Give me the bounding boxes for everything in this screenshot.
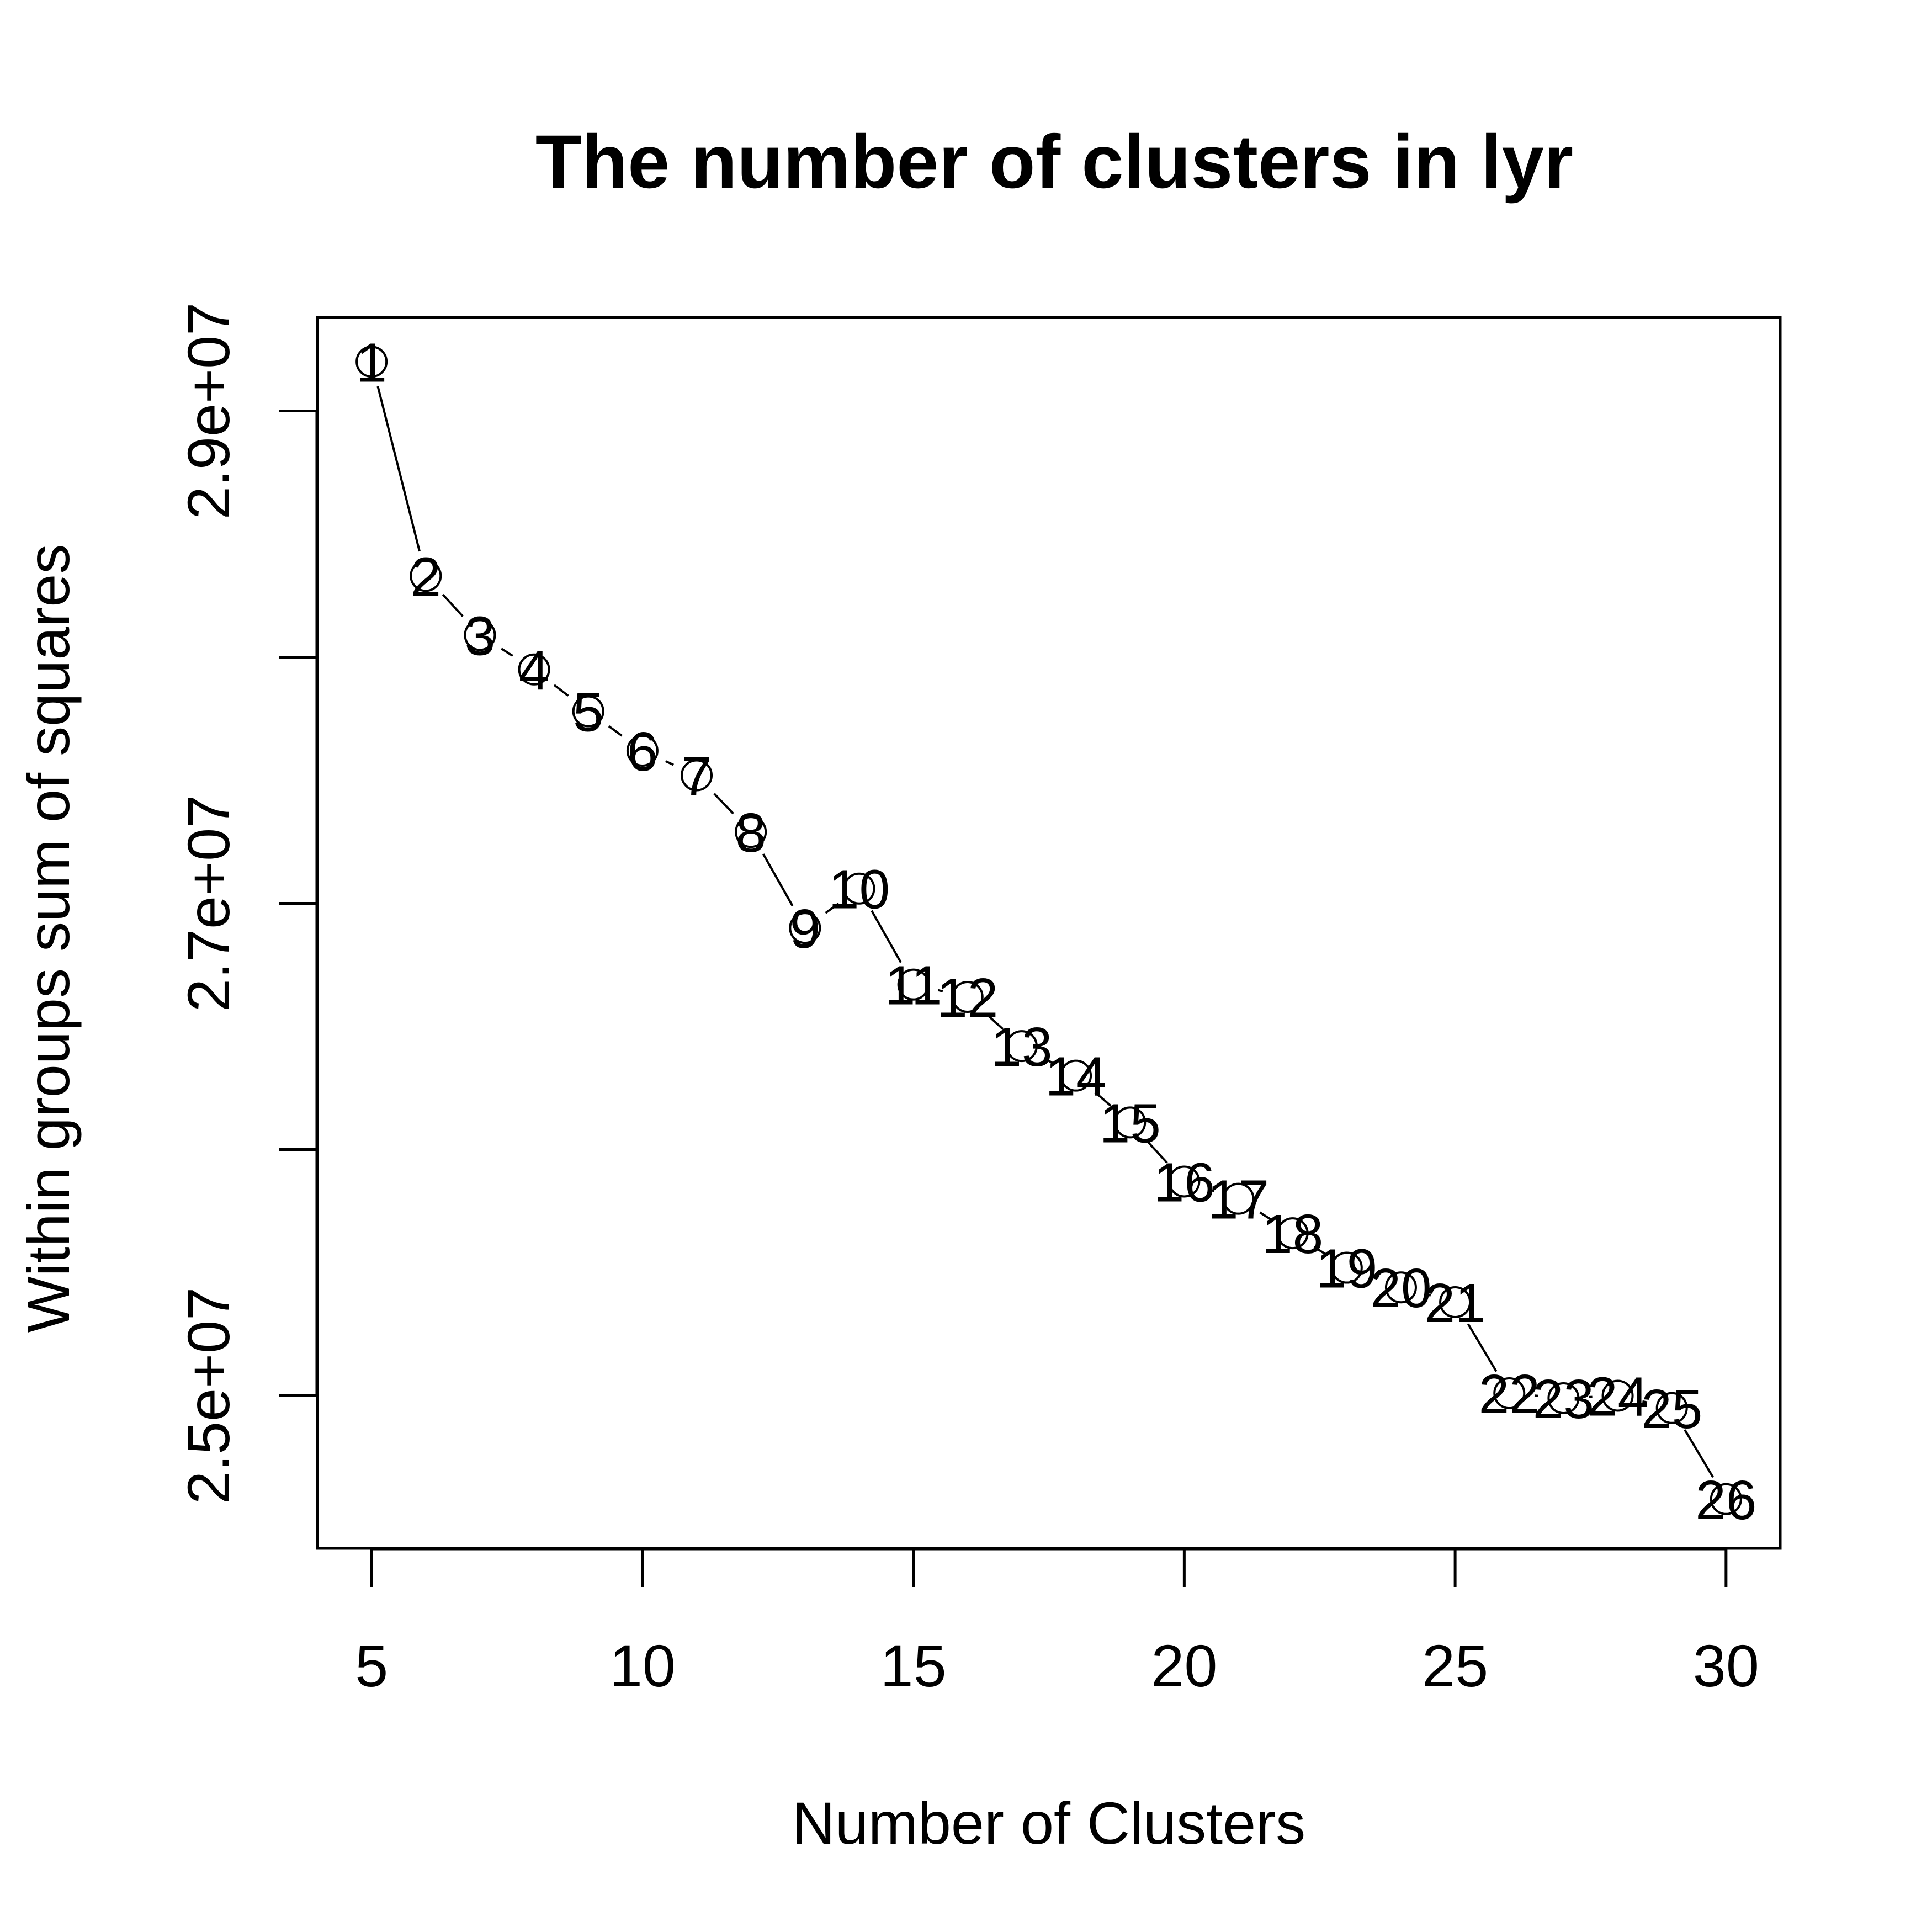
series-segment bbox=[762, 853, 794, 907]
series-segment bbox=[608, 725, 623, 737]
data-point bbox=[626, 734, 659, 767]
point-label: 16 bbox=[1154, 1151, 1215, 1213]
series-segment bbox=[1043, 1057, 1054, 1065]
point-label: 5 bbox=[573, 682, 604, 744]
series-segment bbox=[1684, 1429, 1715, 1478]
data-point bbox=[410, 560, 442, 592]
point-label: 26 bbox=[1695, 1469, 1756, 1531]
data-point bbox=[1168, 1165, 1201, 1198]
x-tick-label: 5 bbox=[355, 1632, 388, 1699]
series-segment bbox=[1208, 1188, 1215, 1192]
point-label: 12 bbox=[937, 967, 998, 1029]
series-segment bbox=[1259, 1211, 1272, 1221]
point-label: 4 bbox=[519, 640, 550, 702]
x-tick-label: 25 bbox=[1422, 1632, 1488, 1699]
point-label: 22 bbox=[1479, 1363, 1540, 1425]
data-point bbox=[1330, 1251, 1363, 1284]
series-segment bbox=[713, 793, 734, 815]
point-label: 11 bbox=[885, 955, 942, 1017]
series-segment bbox=[1534, 1394, 1538, 1397]
x-axis-label: Number of Clusters bbox=[792, 1790, 1305, 1856]
series-segment bbox=[442, 593, 464, 617]
point-label: 6 bbox=[627, 721, 658, 783]
x-tick-label: 15 bbox=[880, 1632, 947, 1699]
series-segment bbox=[501, 647, 513, 657]
point-label: 25 bbox=[1641, 1378, 1702, 1440]
chart-title: The number of clusters in lyr bbox=[535, 120, 1573, 204]
y-tick-label: 2.5e+07 bbox=[175, 1287, 242, 1504]
point-label: 10 bbox=[829, 859, 890, 921]
series-segment bbox=[1425, 1293, 1431, 1297]
point-label: 24 bbox=[1587, 1366, 1648, 1427]
point-label: 15 bbox=[1100, 1092, 1161, 1154]
series-segment bbox=[938, 989, 943, 992]
data-point bbox=[1710, 1483, 1742, 1515]
data-point bbox=[1222, 1182, 1255, 1215]
point-label: 3 bbox=[465, 605, 496, 667]
x-tick-label: 20 bbox=[1151, 1632, 1217, 1699]
series-segment bbox=[553, 684, 569, 697]
point-label: 7 bbox=[681, 746, 712, 808]
axes: 5 10 15 20 25 302.5e+072.7e+072.9e+07 bbox=[175, 302, 1759, 1699]
series-segment bbox=[1370, 1275, 1378, 1280]
data-point bbox=[1114, 1106, 1147, 1139]
data-point bbox=[843, 872, 875, 905]
series-segment bbox=[1313, 1246, 1326, 1255]
point-label: 8 bbox=[735, 802, 766, 864]
data-point bbox=[1276, 1217, 1309, 1250]
data-point bbox=[789, 912, 821, 944]
data-point bbox=[1384, 1271, 1417, 1304]
data-point bbox=[1493, 1377, 1526, 1410]
series-segment bbox=[1642, 1400, 1648, 1404]
point-label: 23 bbox=[1533, 1368, 1594, 1430]
series-segment bbox=[665, 760, 674, 766]
data-point bbox=[681, 759, 713, 792]
point-label: 2 bbox=[410, 546, 441, 608]
y-axis-label: Within groups sum of squares bbox=[15, 544, 82, 1333]
data-point bbox=[1601, 1379, 1634, 1412]
point-label: 14 bbox=[1045, 1046, 1106, 1108]
point-label: 18 bbox=[1262, 1203, 1323, 1265]
data-point bbox=[1005, 1030, 1038, 1063]
data-point bbox=[951, 980, 984, 1013]
point-label: 20 bbox=[1370, 1257, 1431, 1319]
series-segment bbox=[1146, 1140, 1168, 1164]
point-label: 9 bbox=[790, 898, 821, 960]
point-label: 19 bbox=[1316, 1238, 1377, 1300]
point-label: 1 bbox=[356, 332, 387, 394]
x-tick-label: 10 bbox=[609, 1632, 676, 1699]
series-segment bbox=[871, 910, 902, 963]
data-point bbox=[518, 653, 550, 686]
data-point bbox=[1439, 1286, 1472, 1318]
point-label: 13 bbox=[991, 1016, 1052, 1078]
data-point bbox=[355, 346, 388, 378]
series-segment bbox=[376, 386, 421, 552]
point-label: 21 bbox=[1424, 1272, 1485, 1334]
x-tick-label: 30 bbox=[1693, 1632, 1759, 1699]
data-point bbox=[572, 695, 604, 728]
y-tick-label: 2.9e+07 bbox=[175, 302, 242, 519]
series-segment bbox=[1094, 1091, 1112, 1107]
data-point bbox=[897, 968, 930, 1001]
data-point bbox=[464, 619, 496, 651]
series-segment bbox=[985, 1013, 1004, 1030]
point-label: 17 bbox=[1208, 1169, 1269, 1231]
series-segment bbox=[1467, 1323, 1498, 1372]
data-point bbox=[1547, 1382, 1580, 1414]
data-point bbox=[1060, 1059, 1092, 1092]
data-point bbox=[1655, 1392, 1688, 1424]
y-tick-label: 2.7e+07 bbox=[175, 795, 242, 1012]
data-point bbox=[735, 816, 767, 848]
series-segment bbox=[825, 903, 840, 914]
